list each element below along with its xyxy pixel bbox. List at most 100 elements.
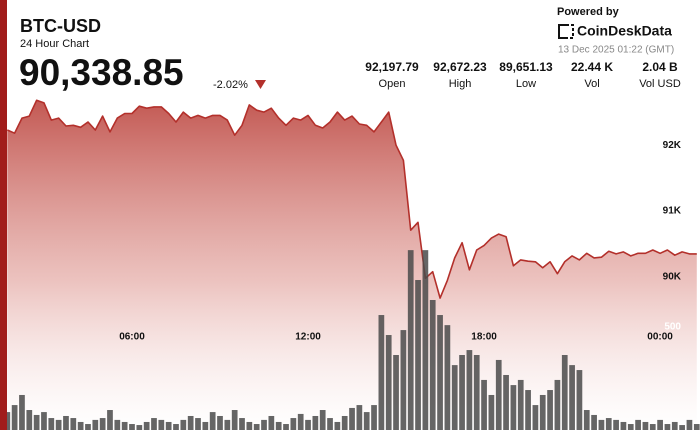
volume-bar	[41, 412, 47, 430]
volume-bar	[517, 379, 524, 430]
volume-bar	[180, 419, 187, 430]
subtitle: 24 Hour Chart	[20, 38, 89, 50]
change: -2.02%	[213, 79, 248, 91]
volume-bar	[525, 390, 531, 430]
volume-bar	[261, 419, 267, 430]
volume-bar	[173, 424, 179, 430]
volume-bar	[327, 418, 333, 430]
volume-bar	[290, 418, 297, 430]
volume-bar	[246, 421, 253, 430]
timestamp: 13 Dec 2025 01:22 (GMT)	[558, 45, 674, 56]
volume-bar	[422, 250, 429, 430]
volume-bar	[605, 418, 612, 430]
volume-bar	[19, 394, 25, 430]
volume-bar	[165, 421, 172, 430]
volume-bar	[664, 424, 671, 430]
volume-bar	[253, 424, 260, 430]
volume-bar	[151, 418, 157, 430]
volume-bar	[510, 385, 517, 430]
brand-icon	[558, 24, 574, 39]
stat-label: Vol USD	[639, 78, 681, 90]
volume-bar	[195, 418, 201, 430]
stat-value: 2.04 B	[642, 60, 678, 74]
volume-bar	[569, 365, 575, 430]
y-tick-label: 91K	[663, 206, 682, 217]
volume-bar	[671, 421, 678, 430]
volume-bar	[627, 424, 634, 430]
stat-label: Vol	[584, 78, 599, 90]
volume-bar	[635, 419, 641, 430]
volume-bar	[503, 374, 509, 430]
stat-label: Low	[516, 78, 536, 90]
volume-bar	[356, 405, 363, 430]
y-tick-label: 90K	[663, 272, 682, 283]
volume-bar	[268, 415, 275, 430]
brand: CoinDeskData	[577, 23, 672, 39]
volume-bar	[679, 425, 685, 430]
stat-value: 22.44 K	[571, 60, 613, 74]
volume-bar	[114, 419, 121, 430]
volume-bar	[488, 394, 495, 430]
volume-bar	[121, 421, 128, 430]
volume-bar	[136, 425, 143, 430]
volume-bar	[649, 424, 656, 430]
volume-bar	[217, 415, 223, 430]
volume-bar	[429, 299, 436, 430]
volume-bar	[400, 330, 407, 430]
x-tick-label: 06:00	[119, 332, 145, 343]
powered-by: Powered by	[557, 6, 620, 18]
volume-bar	[539, 394, 546, 430]
volume-bar	[583, 410, 590, 430]
volume-bar	[202, 421, 209, 430]
volume-bar	[378, 315, 385, 430]
title: BTC-USD	[20, 16, 101, 36]
volume-bar	[341, 415, 348, 430]
volume-bar	[451, 365, 458, 430]
stats: 92,197.79 Open 92,672.23 High 89,651.13 Low 22…	[365, 60, 681, 90]
volume-bar	[473, 355, 480, 430]
volume-bar	[26, 410, 33, 430]
volume-bar	[239, 418, 245, 430]
volume-bar	[70, 418, 77, 430]
volume-bar	[657, 419, 663, 430]
volume-bar	[99, 418, 106, 430]
volume-bar	[620, 421, 627, 430]
stat-value: 89,651.13	[499, 60, 553, 74]
volume-bar	[415, 280, 421, 430]
y-tick-label: 92K	[663, 140, 682, 151]
volume-bar	[11, 405, 18, 430]
volume-bar	[209, 412, 216, 430]
volume-bar	[363, 412, 370, 430]
volume-bar	[554, 379, 561, 430]
volume-bar	[312, 415, 319, 430]
volume-bar	[92, 419, 99, 430]
volume-bar	[224, 419, 231, 430]
volume-bar	[77, 421, 84, 430]
volume-bar	[693, 424, 700, 430]
volume-bar	[591, 414, 597, 430]
volume-bar	[349, 407, 355, 430]
volume-bar	[158, 419, 165, 430]
volume-bar	[459, 355, 465, 430]
volume-bar	[275, 421, 282, 430]
x-tick-label: 12:00	[295, 332, 321, 343]
stat-label: High	[449, 78, 472, 90]
volume-bar	[85, 424, 91, 430]
volume-bar	[481, 379, 487, 430]
volume-bar	[334, 421, 341, 430]
price-area	[7, 100, 697, 430]
volume-bar	[305, 419, 311, 430]
volume-bar	[532, 405, 539, 430]
volume-bar	[437, 315, 443, 430]
volume-bar	[55, 419, 62, 430]
volume-bar	[547, 390, 553, 430]
x-tick-label: 00:00	[647, 332, 673, 343]
volume-bar	[642, 421, 649, 430]
stat-value: 92,197.79	[365, 60, 419, 74]
volume-bar	[444, 325, 451, 430]
volume-bar	[371, 405, 377, 430]
volume-bar	[466, 350, 473, 430]
volume-bar	[686, 419, 693, 430]
volume-bar	[33, 414, 40, 430]
